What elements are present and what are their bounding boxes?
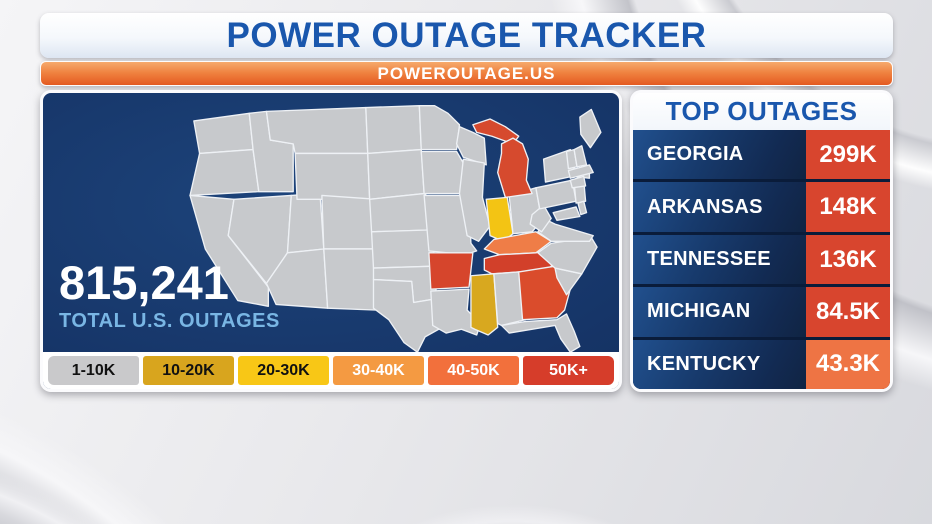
state-MD [552,206,581,221]
state-LA [430,288,482,336]
state-NM [323,248,380,311]
state-MS [470,273,499,336]
state-NC [537,236,598,275]
state-WA [193,112,254,155]
state-NH [573,145,588,168]
state-PA [535,179,577,210]
state-IL [458,158,491,243]
us-choropleth-map [189,104,602,353]
state-NE [368,192,434,233]
outage-value: 148K [806,182,890,232]
state-name: MICHIGAN [633,287,806,337]
top-outages-header: TOP OUTAGES [633,93,890,130]
state-MN [418,104,461,151]
outage-value: 299K [806,130,890,180]
state-WY [294,152,371,200]
outage-map-panel: 815,241 TOTAL U.S. OUTAGES 1-10K 10-20K 20… [40,90,622,392]
top-outage-row: GEORGIA 299K [633,130,890,180]
state-KS [370,229,436,269]
legend-item-20-30k: 20-30K [238,356,329,385]
total-outages-block: 815,241 TOTAL U.S. OUTAGES [59,259,280,333]
top-outages-panel: TOP OUTAGES GEORGIA 299K ARKANSAS 148K TENNE… [630,90,893,392]
state-MA [567,164,594,179]
legend-item-1-10k: 1-10K [48,356,139,385]
map-legend: 1-10K 10-20K 20-30K 30-40K 40-50K 50K+ [43,352,619,389]
state-name: KENTUCKY [633,339,806,389]
top-outage-row: TENNESSEE 136K [633,234,890,285]
top-outage-row: KENTUCKY 43.3K [633,339,890,389]
source-banner: POWEROUTAGE.US [40,61,893,86]
legend-item-10-20k: 10-20K [143,356,234,385]
top-outage-row: MICHIGAN 84.5K [633,287,890,337]
state-ND [365,104,422,155]
title-banner: POWER OUTAGE TRACKER [40,13,893,58]
state-TX [372,278,443,353]
state-AR [428,252,474,290]
state-name: GEORGIA [633,130,806,180]
source-label: POWEROUTAGE.US [377,63,556,83]
legend-item-50k+: 50K+ [523,356,614,385]
state-UT [286,192,325,254]
state-SD [367,148,425,200]
state-DE [577,200,588,216]
legend-item-30-40k: 30-40K [333,356,424,385]
state-IN [485,196,514,243]
state-name: ARKANSAS [633,182,806,232]
state-FL [500,313,581,353]
top-outages-rows: GEORGIA 299K ARKANSAS 148K TENNESSEE 136K MICH… [633,130,890,389]
page-title: POWER OUTAGE TRACKER [226,15,707,55]
top-outage-row: ARKANSAS 148K [633,182,890,232]
outage-value: 136K [806,234,890,285]
state-name: TENNESSEE [633,234,806,285]
state-AL [493,271,527,327]
outage-value: 84.5K [806,287,890,337]
state-MI-lower [497,137,533,199]
state-WI [455,125,487,166]
total-outages-label: TOTAL U.S. OUTAGES [59,310,280,332]
state-OR [189,148,260,197]
top-outages-title: TOP OUTAGES [665,96,858,126]
state-CT [569,175,587,189]
state-ME [579,108,602,149]
legend-item-40-50k: 40-50K [428,356,519,385]
outage-value: 43.3K [806,339,890,389]
total-outages-value: 815,241 [59,256,229,310]
